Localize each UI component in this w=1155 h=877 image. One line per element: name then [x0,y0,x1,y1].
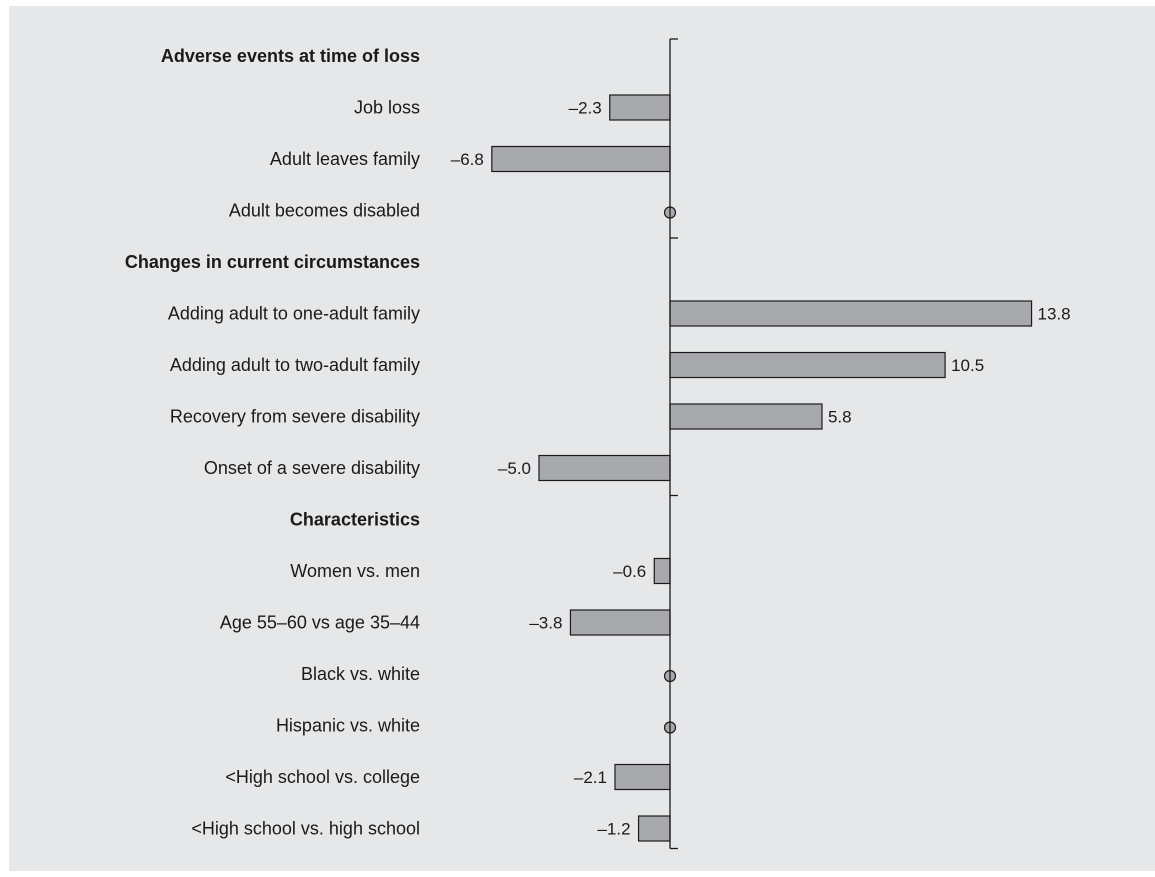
data-label: –6.8 [451,150,484,169]
category-label: Adult becomes disabled [229,201,420,221]
data-label: –0.6 [613,562,646,581]
group-header: Characteristics [290,510,420,530]
data-label: –5.0 [498,459,531,478]
category-label: Job loss [354,98,420,118]
category-label: Age 55–60 vs age 35–44 [220,613,420,633]
bar [614,763,671,791]
chart-panel: Adverse events at time of loss Job loss –2… [9,6,1155,871]
bar [491,145,671,173]
category-label: Women vs. men [290,561,420,581]
data-label: –3.8 [529,614,562,633]
bar [669,351,946,379]
data-label: 13.8 [1038,305,1071,324]
bar-chart: Adverse events at time of loss Job loss –2… [125,38,1071,850]
category-label: Black vs. white [301,664,420,684]
category-label: Hispanic vs. white [276,716,420,736]
labels-layer: Adverse events at time of loss Job loss –2… [125,46,1071,839]
category-label: Onset of a severe disability [204,458,420,478]
category-label: Recovery from severe disability [170,407,420,427]
group-header: Adverse events at time of loss [161,46,420,66]
bar [669,403,823,430]
bar [669,300,1033,327]
category-label: Adding adult to one-adult family [168,304,420,324]
category-label: Adding adult to two-adult family [170,355,420,375]
bar [569,609,671,636]
category-label: Adult leaves family [270,149,420,169]
data-label: –2.1 [574,768,607,787]
data-label: –1.2 [597,820,630,839]
category-label: <High school vs. college [225,767,420,787]
bar [653,557,671,585]
bar [609,94,671,121]
data-label: 5.8 [828,408,852,427]
bar [637,815,671,842]
data-label: 10.5 [951,356,984,375]
bars-layer [491,94,1033,842]
category-label: <High school vs. high school [191,819,420,839]
bar [538,454,671,482]
axis-layer [669,38,678,850]
data-label: –2.3 [569,99,602,118]
group-header: Changes in current circumstances [125,252,420,272]
